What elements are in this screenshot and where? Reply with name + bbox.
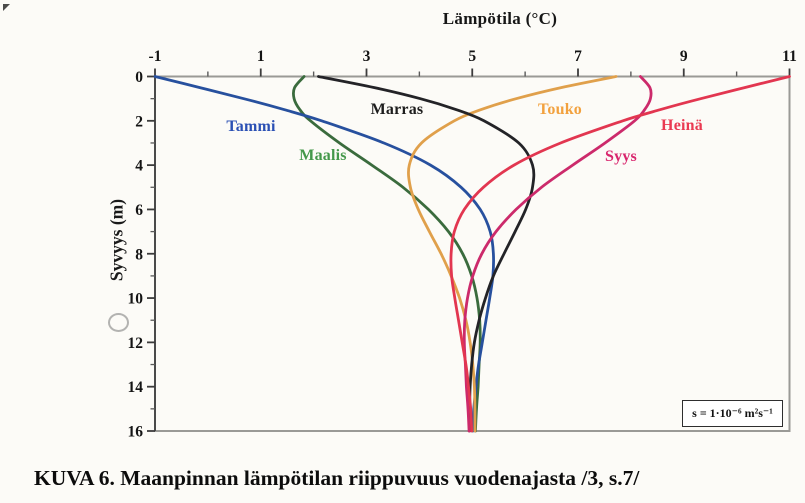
series-line-heinä [449,75,791,433]
x-tick-label: 3 [363,48,371,65]
series-line-touko [407,75,618,433]
series-line-marras [317,75,536,433]
series-label-maalis: Maalis [299,147,347,164]
y-tick-label: 14 [128,379,144,396]
y-tick-label: 2 [135,113,143,130]
x-tick-label: 5 [468,48,476,65]
y-axis-label: Syvyys (m) [106,198,127,282]
legend-text: s = 1·10⁻⁶ m²s⁻¹ [692,406,773,420]
x-tick-label: 7 [574,48,582,65]
scan-artifact-circle [108,313,129,332]
y-tick-label: 16 [128,424,144,441]
series-label-heinä: Heinä [661,117,703,134]
series-line-tammi [153,75,495,433]
legend-box: s = 1·10⁻⁶ m²s⁻¹ [682,400,783,427]
x-tick-label: 9 [680,48,688,65]
y-tick-label: 8 [135,246,143,263]
series-label-syys: Syys [605,148,637,165]
chart-title: Lämpötila (°C) [442,9,558,28]
x-tick-label: 1 [257,48,265,65]
series-label-marras: Marras [370,101,424,118]
scan-artifact-speck [3,4,10,11]
y-tick-label: 10 [128,291,144,308]
y-tick-label: 12 [128,335,144,352]
series-label-touko: Touko [538,101,582,118]
series-label-tammi: Tammi [226,118,276,135]
y-tick-label: 6 [135,202,143,219]
figure-caption: KUVA 6. Maanpinnan lämpötilan riippuvuus… [34,466,640,490]
x-tick-label: 11 [782,48,797,65]
y-tick-label: 4 [135,158,143,175]
x-tick-label: -1 [149,48,162,65]
y-tick-label: 0 [135,69,143,86]
